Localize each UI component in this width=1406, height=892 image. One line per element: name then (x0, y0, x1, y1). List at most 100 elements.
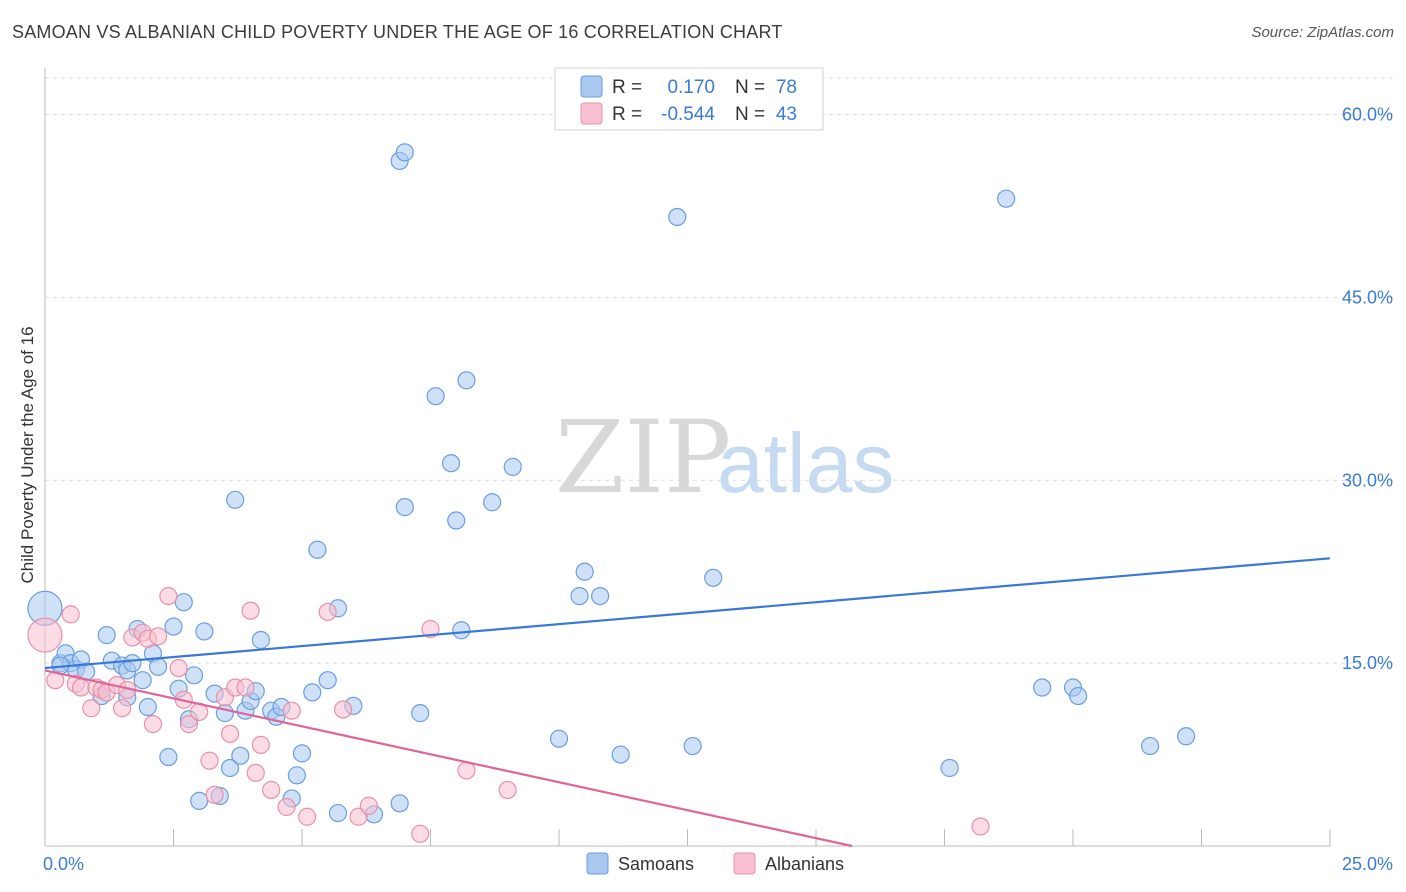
legend-r-value-albanians: -0.544 (661, 104, 715, 125)
legend-swatch-albanians (580, 102, 603, 125)
point-samoans (287, 766, 306, 785)
point-samoans (1176, 727, 1196, 746)
point-samoans (447, 511, 466, 530)
point-albanians (179, 714, 199, 734)
point-samoans (195, 622, 214, 641)
point-samoans (549, 729, 569, 748)
watermark: ZIP atlas (555, 399, 894, 516)
point-albanians (27, 617, 63, 653)
point-samoans (292, 744, 312, 763)
x-tick-label-min: 0.0% (43, 854, 84, 874)
point-samoans (441, 454, 461, 473)
point-samoans (395, 143, 414, 162)
point-samoans (452, 621, 471, 640)
y-tick-label: 30.0% (1342, 470, 1393, 490)
point-samoans (570, 586, 589, 606)
point-samoans (164, 617, 183, 636)
watermark-atlas: atlas (717, 416, 894, 510)
point-albanians (411, 824, 430, 843)
chart-source: Source: ZipAtlas.com (1251, 24, 1394, 41)
point-samoans (668, 207, 687, 227)
y-tick-label: 45.0% (1342, 287, 1393, 307)
point-samoans (148, 657, 168, 676)
point-samoans (940, 758, 959, 778)
bottom-legend-swatch-albanians (733, 852, 756, 875)
point-samoans (395, 498, 414, 517)
point-albanians (61, 605, 80, 624)
point-samoans (426, 387, 445, 406)
point-albanians (148, 627, 168, 646)
point-albanians (277, 797, 296, 817)
axes (44, 68, 1331, 847)
point-albanians (236, 678, 255, 697)
point-samoans (318, 671, 337, 690)
point-samoans (308, 540, 327, 559)
point-samoans (328, 803, 348, 823)
point-albanians (334, 700, 353, 719)
point-samoans (1033, 678, 1052, 697)
point-albanians (421, 619, 440, 639)
watermark-zip: ZIP (555, 399, 731, 516)
point-albanians (159, 586, 178, 606)
y-axis-label: Child Poverty Under the Age of 16 (18, 326, 37, 583)
trend-line-albanians (44, 669, 853, 848)
legend-r-value-samoans: 0.170 (667, 77, 715, 98)
tick-labels: 15.0% 30.0% 45.0% 60.0% 0.0% 25.0% (43, 105, 1393, 874)
legend-n-label-albanians: N = (735, 104, 765, 125)
point-albanians (200, 751, 219, 770)
point-samoans (184, 666, 204, 685)
point-samoans (190, 791, 209, 810)
point-samoans (251, 630, 270, 650)
point-samoans (997, 189, 1016, 208)
point-samoans (390, 794, 409, 813)
bottom-legend-label-albanians: Albanians (765, 854, 844, 874)
point-samoans (683, 736, 702, 756)
point-samoans (1140, 736, 1160, 756)
scatter-points (27, 143, 1196, 843)
point-albanians (282, 701, 301, 720)
point-samoans (704, 568, 723, 587)
point-samoans (503, 457, 522, 476)
legend-r-label-albanians: R = (612, 104, 642, 125)
point-albanians (262, 780, 281, 800)
chart-title: SAMOAN VS ALBANIAN CHILD POVERTY UNDER T… (12, 22, 783, 42)
point-albanians (112, 699, 132, 718)
point-albanians (241, 601, 260, 620)
point-albanians (220, 724, 240, 743)
point-samoans (123, 654, 142, 673)
y-tick-label: 60.0% (1342, 105, 1393, 125)
legend-swatch-samoans (580, 75, 603, 98)
point-albanians (169, 658, 188, 678)
point-samoans (231, 746, 250, 765)
point-samoans (226, 490, 245, 509)
point-samoans (411, 704, 430, 723)
point-samoans (611, 745, 630, 764)
point-samoans (483, 493, 502, 512)
legend-r-label-samoans: R = (612, 77, 642, 98)
point-samoans (457, 371, 476, 390)
bottom-legend: Samoans Albanians (586, 852, 844, 875)
point-samoans (159, 747, 178, 767)
point-albanians (251, 735, 270, 754)
trend-lines (44, 557, 1331, 848)
point-samoans (1069, 686, 1088, 706)
point-samoans (138, 697, 157, 717)
point-samoans (303, 683, 322, 702)
point-samoans (97, 626, 116, 645)
point-albanians (298, 807, 317, 826)
point-albanians (143, 714, 163, 734)
legend-n-label-samoans: N = (735, 77, 765, 98)
point-samoans (220, 758, 240, 778)
bottom-legend-swatch-samoans (586, 852, 609, 875)
point-albanians (205, 785, 224, 804)
point-albanians (82, 699, 101, 718)
point-albanians (971, 817, 990, 836)
y-tick-label: 15.0% (1342, 653, 1393, 673)
point-samoans (133, 671, 152, 690)
point-samoans (575, 562, 594, 581)
bottom-legend-label-samoans: Samoans (618, 854, 694, 874)
point-albanians (498, 780, 517, 800)
legend-n-value-albanians: 43 (776, 104, 797, 125)
point-albanians (359, 796, 378, 815)
